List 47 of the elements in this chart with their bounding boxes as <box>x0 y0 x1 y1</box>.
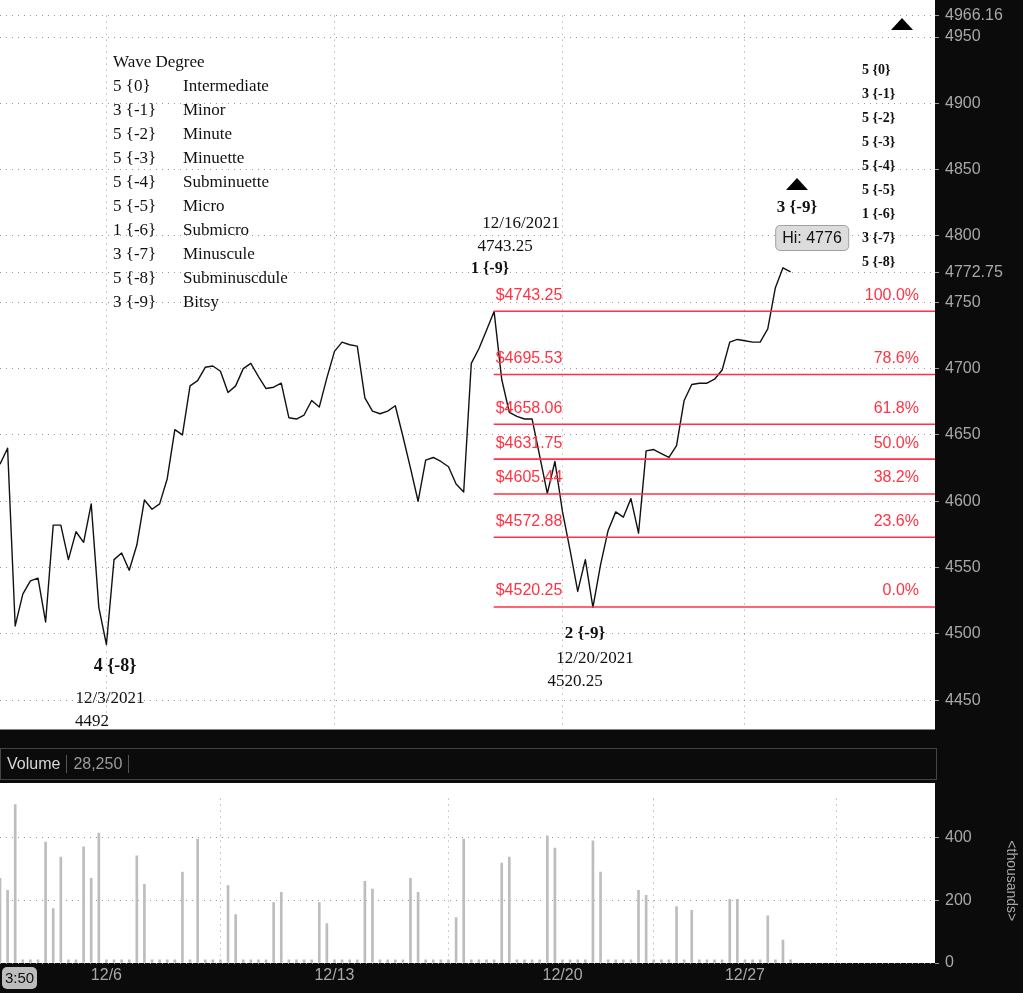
annotation: Hi: 4776 <box>782 228 842 248</box>
annotation: 2 {-9} <box>564 621 606 643</box>
y-tick-label: 400 <box>945 828 972 846</box>
y-tick-label: 0 <box>945 953 954 971</box>
y-tick-label: 4600 <box>945 491 981 509</box>
y-tick-label: 4966.16 <box>945 6 1003 24</box>
annotation: 38.2% <box>873 468 919 486</box>
annotation: 12/20/2021 <box>556 646 634 668</box>
annotation: 4 {-8} <box>93 654 137 676</box>
y-tick-label: 4850 <box>945 160 981 178</box>
text: Wave Degree 5 {0} Intermediate 3 {-1} Minor 5 {-2} Minute 5 {-3} Minuette 5 {-4} Subminuette 5 {-5} Micro 1 {-6} Submicro 3 {-7} Minuscule 5 {-8} Subminuscdule 3 {-9} Bitsy <box>113 52 288 311</box>
annotation: 0.0% <box>882 581 919 599</box>
y-tick-label: 4650 <box>945 425 981 443</box>
x-tick-label: 12/13 <box>314 966 355 984</box>
text: 5 {0} 3 {-1} 5 {-2} 5 {-3} 5 {-4} 5 {-5} 1 {-6} 3 {-7} 5 {-8} <box>862 62 896 269</box>
y-tick-label: 4750 <box>945 292 981 310</box>
y-tick-label: 4450 <box>945 690 981 708</box>
annotation: 50.0% <box>873 433 919 451</box>
x-tick-label: 12/6 <box>90 966 123 984</box>
chart-title: Volume <box>1 755 68 773</box>
y-tick-label: 4900 <box>945 93 981 111</box>
annotation: 4492 <box>75 709 109 731</box>
text: 3:50 <box>5 967 35 989</box>
y-tick-label: 200 <box>945 890 972 908</box>
x-tick-label: 12/27 <box>724 966 766 984</box>
ref-line-label: $4520.25 <box>495 581 563 599</box>
chart-subtitle: 28,250 <box>67 755 130 773</box>
annotation: 1 {-9} <box>471 258 509 278</box>
annotation: 100.0% <box>864 285 919 303</box>
x-tick-label: 12/20 <box>542 966 583 984</box>
y-tick-label: 4950 <box>945 27 981 45</box>
annotation: 4743.25 <box>477 234 533 256</box>
ref-line-label: $4743.25 <box>495 285 563 303</box>
y-tick-label: 4772.75 <box>945 262 1003 280</box>
y-tick-label: 4550 <box>945 557 981 575</box>
y-tick-label: 4500 <box>945 624 981 642</box>
annotation: 12/3/2021 <box>75 686 145 708</box>
y-tick-label: 4700 <box>945 359 981 377</box>
annotation: 23.6% <box>873 511 919 529</box>
annotation: 61.8% <box>873 398 919 416</box>
annotation: 78.6% <box>873 348 919 366</box>
ref-line-label: $4572.88 <box>495 511 563 529</box>
annotation: 12/16/2021 <box>482 211 560 233</box>
y-tick-label: 4800 <box>945 226 981 244</box>
y-axis-title: <thousands> <box>1003 840 1020 922</box>
annotation: 3 {-9} <box>776 195 818 217</box>
annotation: 4520.25 <box>547 669 603 691</box>
